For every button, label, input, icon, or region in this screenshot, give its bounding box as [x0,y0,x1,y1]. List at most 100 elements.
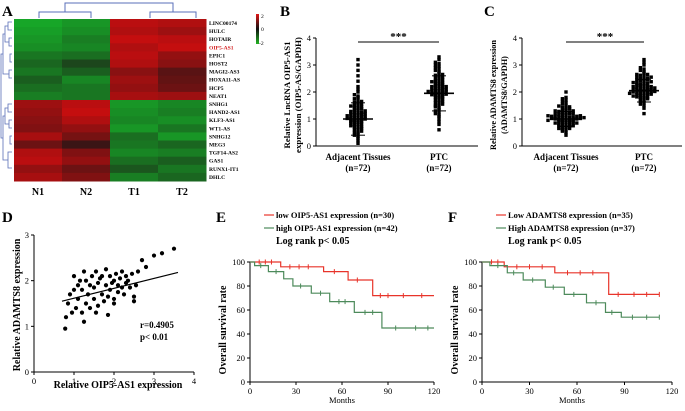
panel-f-logrank: Log rank p< 0.05 [508,236,582,247]
data-point [135,269,141,274]
data-point [63,326,68,331]
data-point [440,80,445,85]
data-point [119,269,125,274]
data-point [564,125,568,129]
data-point [437,117,441,121]
data-point [440,90,445,95]
heatmap-column-label: N1 [32,187,44,198]
data-point [645,95,650,100]
data-point [440,95,445,99]
y-tick-label: 80 [469,281,478,291]
data-point [627,91,632,96]
data-point [111,296,117,302]
heatmap-cell [62,83,111,93]
data-point [638,68,643,73]
data-point [103,283,109,288]
heatmap-gene-label: RUNX1-IT1 [209,167,239,173]
data-point [99,292,105,297]
heatmap-cell [110,156,159,166]
y-tick-label: 4 [513,33,518,43]
data-point [81,319,87,324]
survival-curve-low [250,261,434,297]
y-tick-label: 0 [513,141,517,151]
heatmap-cell [110,140,159,150]
panel-b-plot: 0 1 2 3 4 *** [307,31,478,151]
data-point [437,57,441,62]
data-point [433,88,438,93]
data-point [433,111,438,116]
x-tick-label: 90 [384,386,393,396]
data-point [356,84,360,89]
data-point [635,95,639,99]
y-tick-label: 0 [307,141,311,151]
data-point [635,72,639,77]
data-point [645,86,650,90]
data-point [546,114,550,118]
data-point [433,86,438,90]
colorbar-tick: 0 [261,27,264,33]
panel-c-ylabel-1: Relative ADAMTS8 expression [489,40,498,150]
data-point [631,87,635,91]
data-point [349,124,353,128]
data-point [645,83,650,87]
data-point [115,289,121,295]
heatmap-cell [158,51,207,60]
panel-d-r-annotation: r=0.4905 [140,320,174,330]
data-point [638,97,643,102]
significance-label: *** [390,31,407,43]
data-point [101,299,107,304]
data-point [440,82,445,87]
data-point [430,84,434,89]
data-point [553,121,557,125]
y-tick-label: 0 [241,377,245,387]
heatmap-cell [158,172,207,182]
data-point [638,93,643,97]
data-point [133,283,139,288]
data-point [356,74,360,78]
data-point [553,111,557,116]
heatmap-cell [158,91,207,101]
data-point [71,274,77,279]
data-point [645,78,650,82]
data-point [564,108,568,113]
data-point [63,315,69,320]
data-point [83,278,89,283]
data-point [352,113,357,117]
data-point [567,107,572,111]
heatmap-gene-label: TGF14-AS2 [209,151,238,157]
data-point [426,89,430,94]
x-tick-label: 60 [338,386,347,396]
data-point [557,104,561,108]
data-point [575,121,579,125]
panel-b-category-2: PTC [430,152,448,162]
data-point [433,60,438,64]
panel-e-svg: E low OIP5-AS1 expression (n=30) high OI… [216,210,440,405]
data-point [437,67,441,71]
data-point [359,112,364,116]
data-point [359,102,364,106]
heatmap-cell [62,35,111,44]
data-point [444,90,448,94]
heatmap-gene-label: NEAT1 [209,94,227,100]
data-point [560,105,565,110]
heatmap-cells [14,19,207,182]
heatmap-cell [62,43,111,52]
panel-f-plot: 0 20 40 60 80 100 0 30 60 90 120 [464,257,678,396]
panel-e-label: E [216,210,226,226]
data-point [560,115,565,120]
panel-f: F Low ADAMTS8 expression (n=35) High ADA… [444,200,685,406]
x-tick-label: 30 [525,386,534,396]
y-tick-label: 4 [307,33,312,43]
data-point [95,280,101,286]
heatmap-cell [110,91,159,101]
x-tick-label: 60 [573,386,582,396]
colorbar-tick: -2 [259,41,264,47]
data-point [117,276,123,281]
heatmap-cell [14,75,63,85]
data-point [99,274,105,279]
data-point [642,60,646,64]
data-point [356,90,360,94]
x-tick-label: 0 [248,386,252,396]
data-point [352,103,357,107]
data-point [352,93,357,97]
